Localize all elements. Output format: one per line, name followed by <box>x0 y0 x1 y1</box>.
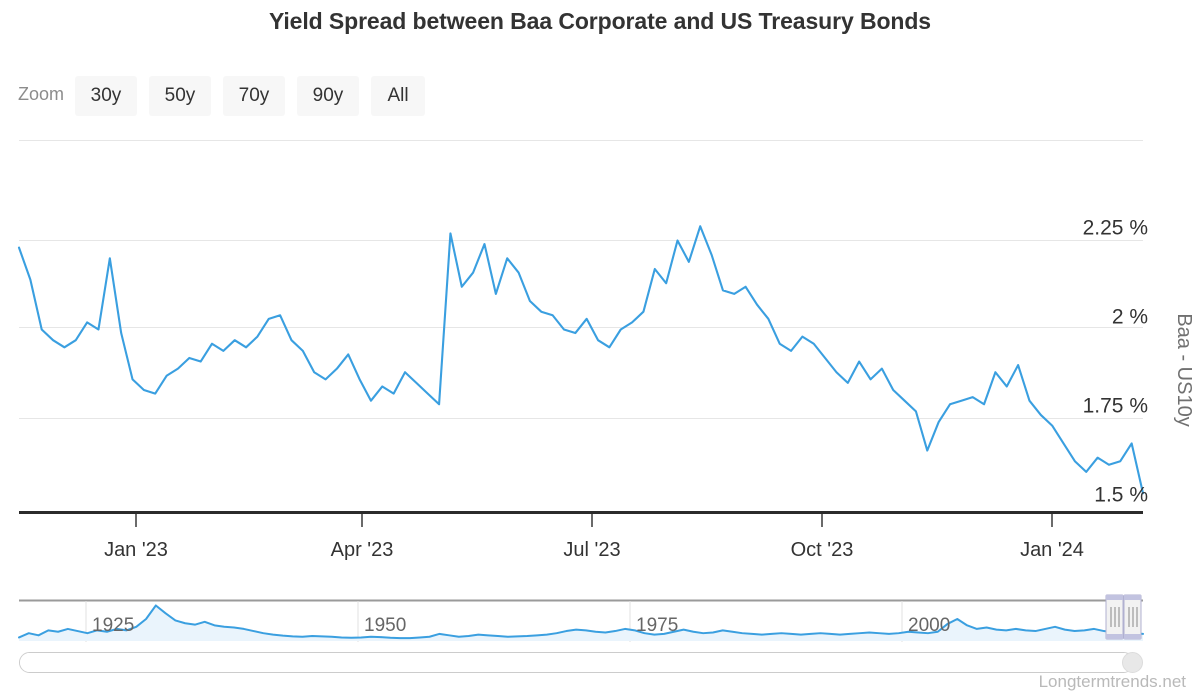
y-axis-tick-labels: 2.25 % 2 % 1.75 % 1.5 % <box>1083 217 1148 507</box>
y-axis-tick-2: 2 % <box>1112 306 1148 329</box>
x-axis-ticks: Jan '23 Apr '23 Jul '23 Oct '23 Jan '24 <box>104 514 1084 560</box>
scrollbar-thumb[interactable] <box>20 653 1133 672</box>
y-axis-tick-1-75: 1.75 % <box>1083 395 1148 418</box>
navigator-handle-right-cap-bottom <box>1124 634 1141 639</box>
navigator[interactable]: 1925 1950 1975 2000 <box>0 586 1200 656</box>
y-axis-tick-1-5: 1.5 % <box>1094 484 1148 507</box>
page-title: Yield Spread between Baa Corporate and U… <box>268 8 931 34</box>
navigator-handle-right-cap-top <box>1124 595 1141 600</box>
navigator-area <box>19 605 1143 641</box>
range-button-50y[interactable]: 50y <box>149 76 211 116</box>
range-button-70y[interactable]: 70y <box>223 76 285 116</box>
x-axis-tick-label: Jul '23 <box>563 539 620 560</box>
range-button-all[interactable]: All <box>371 76 425 116</box>
gridlines <box>19 240 1143 419</box>
range-button-30y[interactable]: 30y <box>75 76 137 116</box>
navigator-svg: 1925 1950 1975 2000 <box>18 594 1144 642</box>
credits-watermark[interactable]: Longtermtrends.net <box>1038 672 1186 691</box>
series-line-baa-us10y <box>17 225 1145 495</box>
navigator-handle-left-cap-bottom <box>1106 634 1123 639</box>
y-axis-tick-2-25: 2.25 % <box>1083 217 1148 240</box>
scrollbar-track[interactable] <box>19 652 1134 673</box>
x-axis-tick-label: Jan '24 <box>1020 539 1084 560</box>
main-chart[interactable]: 2.25 % 2 % 1.75 % 1.5 % Baa - US10y Jan '23… <box>0 0 1200 560</box>
navigator-tick-label: 1925 <box>92 615 134 636</box>
x-axis-tick-label: Apr '23 <box>331 539 394 560</box>
range-button-90y[interactable]: 90y <box>297 76 359 116</box>
main-chart-svg: 2.25 % 2 % 1.75 % 1.5 % Baa - US10y Jan '23… <box>17 140 1195 560</box>
navigator-tick-label: 2000 <box>908 615 950 636</box>
navigator-handle-left-cap-top <box>1106 595 1123 600</box>
navigator-tick-label: 1950 <box>364 615 406 636</box>
navigator-series-line <box>18 604 1144 640</box>
y-axis-title: Baa - US10y <box>1173 313 1195 426</box>
navigator-handle-left[interactable] <box>1105 594 1124 640</box>
navigator-tick-label: 1975 <box>636 615 678 636</box>
x-axis-tick-label: Oct '23 <box>791 539 854 560</box>
range-selector-label: Zoom <box>18 84 65 104</box>
scroll-right-icon[interactable] <box>1122 652 1143 673</box>
navigator-handle-right[interactable] <box>1123 594 1142 640</box>
x-axis-tick-label: Jan '23 <box>104 539 168 560</box>
navigator-tick-labels: 1925 1950 1975 2000 <box>92 615 950 636</box>
